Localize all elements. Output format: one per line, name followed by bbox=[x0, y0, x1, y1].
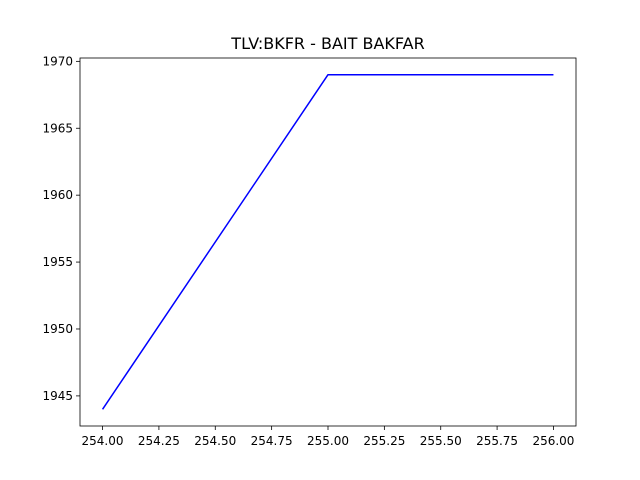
x-tick-label: 256.00 bbox=[532, 434, 574, 448]
x-tick-label: 254.25 bbox=[138, 434, 180, 448]
x-tick-label: 255.75 bbox=[476, 434, 518, 448]
y-tick-label: 1955 bbox=[42, 255, 73, 269]
chart-title: TLV:BKFR - BAIT BAKFAR bbox=[230, 34, 424, 53]
x-tick-label: 254.00 bbox=[82, 434, 124, 448]
y-tick-label: 1970 bbox=[42, 54, 73, 68]
x-tick-label: 255.00 bbox=[307, 434, 349, 448]
x-tick-label: 254.75 bbox=[251, 434, 293, 448]
y-tick-label: 1960 bbox=[42, 188, 73, 202]
x-tick-label: 255.50 bbox=[420, 434, 462, 448]
y-tick-label: 1945 bbox=[42, 389, 73, 403]
y-tick-label: 1950 bbox=[42, 322, 73, 336]
x-tick-label: 254.50 bbox=[194, 434, 236, 448]
y-tick-label: 1965 bbox=[42, 121, 73, 135]
plot-area: 254.00 254.25 254.50 254.75 255.00 255.25 255.… bbox=[42, 54, 577, 448]
series-line-0 bbox=[101, 73, 554, 410]
x-tick-label: 255.25 bbox=[363, 434, 405, 448]
